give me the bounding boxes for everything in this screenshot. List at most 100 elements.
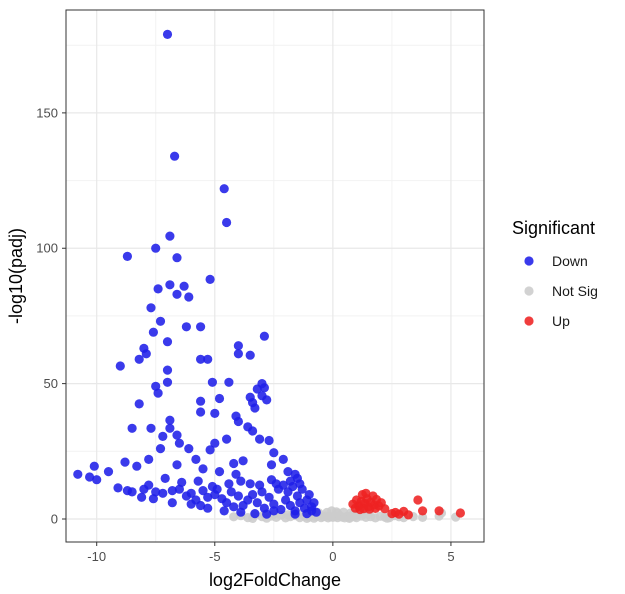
point-down (158, 431, 168, 441)
point-up (370, 503, 380, 513)
point-down (186, 499, 196, 509)
point-down (146, 303, 156, 313)
point-down (238, 456, 248, 466)
point-down (148, 327, 158, 337)
point-down (179, 281, 189, 291)
point-up (413, 495, 423, 505)
legend-label-not-sig: Not Sig (552, 283, 598, 299)
point-down (214, 467, 225, 477)
point-up (390, 507, 400, 518)
point-down (162, 365, 173, 375)
point-down (122, 251, 132, 261)
point-down (73, 469, 83, 479)
y-axis-title: -log10(padj) (6, 228, 26, 324)
point-down (92, 475, 102, 485)
point-down (214, 393, 225, 404)
point-down (245, 350, 255, 360)
point-down (248, 426, 258, 436)
point-down (196, 354, 206, 364)
legend-label-up: Up (552, 313, 570, 329)
point-down (165, 415, 175, 425)
point-down (229, 458, 239, 469)
point-not-sig (322, 507, 332, 518)
point-down (198, 486, 208, 496)
point-down (229, 502, 239, 512)
x-tick-label: -5 (209, 549, 221, 564)
point-down (134, 399, 144, 409)
point-down (144, 454, 154, 464)
point-down (219, 184, 229, 194)
point-down (266, 460, 277, 470)
point-down (155, 444, 166, 454)
point-down (233, 349, 243, 359)
point-down (250, 508, 260, 519)
point-down (210, 438, 220, 448)
point-down (250, 403, 260, 413)
point-not-sig (331, 507, 341, 517)
point-down (231, 469, 241, 479)
point-down (132, 461, 142, 471)
point-down (146, 423, 156, 433)
point-down (196, 396, 206, 406)
point-down (219, 506, 229, 516)
point-down (172, 460, 182, 470)
point-down (162, 29, 173, 39)
point-down (290, 509, 300, 519)
point-down (252, 498, 262, 508)
point-down (236, 476, 246, 486)
point-down (264, 435, 274, 446)
point-down (174, 438, 184, 448)
point-down (255, 434, 265, 444)
point-down (170, 151, 180, 161)
point-up (361, 488, 371, 498)
point-down (184, 444, 194, 454)
point-down (162, 337, 173, 347)
point-down (141, 349, 151, 359)
point-down (198, 464, 208, 474)
point-down (172, 289, 182, 299)
point-down (255, 480, 265, 490)
point-up (455, 508, 465, 518)
x-tick-label: 5 (447, 549, 454, 564)
point-down (191, 454, 201, 464)
point-down (264, 492, 274, 502)
point-down (134, 354, 144, 364)
y-axis-ticks: 0 50 100 150 (36, 105, 66, 526)
point-down (269, 448, 279, 458)
legend-key-not-sig (524, 286, 534, 296)
point-down (127, 423, 137, 433)
point-down (307, 502, 317, 512)
point-down (203, 492, 213, 502)
point-down (184, 292, 194, 302)
point-down (222, 498, 232, 508)
point-down (224, 377, 234, 387)
point-down (203, 503, 213, 513)
point-down (120, 457, 130, 467)
point-down (193, 476, 203, 486)
point-down (153, 388, 163, 398)
point-down (205, 274, 215, 284)
legend-key-down (524, 256, 534, 266)
point-down (212, 484, 222, 494)
point-down (89, 461, 99, 471)
legend-label-down: Down (552, 253, 588, 269)
point-down (269, 499, 279, 509)
point-not-sig (418, 512, 428, 523)
point-down (262, 509, 272, 519)
point-down (151, 243, 161, 253)
point-down (127, 487, 137, 497)
point-down (233, 491, 243, 501)
point-down (103, 467, 114, 477)
x-axis-ticks: -10 -5 0 5 (87, 542, 455, 564)
point-down (226, 487, 236, 497)
point-down (115, 361, 125, 371)
point-down (222, 434, 232, 444)
y-tick-label: 100 (36, 241, 58, 256)
point-down (210, 408, 220, 418)
y-tick-label: 150 (36, 105, 58, 120)
point-down (302, 508, 312, 519)
legend-title: Significant (512, 218, 595, 238)
grid-lines (66, 10, 484, 542)
point-not-sig (229, 512, 239, 522)
